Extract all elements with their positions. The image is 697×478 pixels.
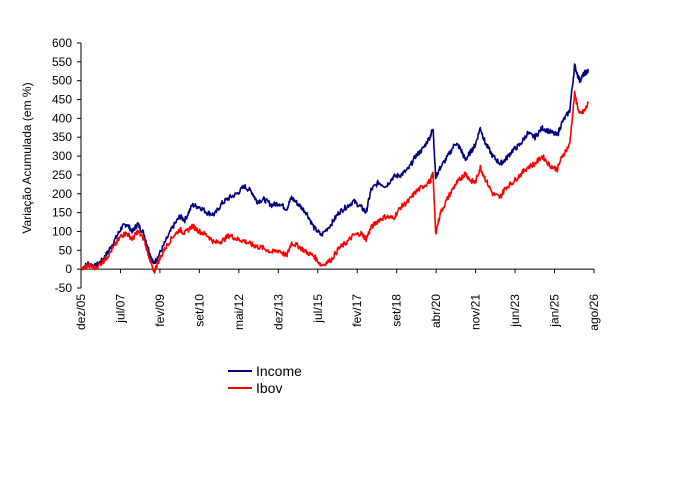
x-tick-label: set/18 — [390, 294, 404, 327]
x-tick-label: mai/12 — [232, 294, 246, 330]
x-tick-label: dez/13 — [271, 294, 285, 330]
legend-label-ibov: Ibov — [256, 380, 282, 396]
x-tick-label: jan/25 — [548, 294, 562, 328]
y-tick-label: 500 — [52, 74, 72, 88]
y-tick-label: 200 — [52, 187, 72, 201]
y-tick-label: 250 — [52, 168, 72, 182]
y-tick-label: 400 — [52, 111, 72, 125]
series-line-ibov — [80, 90, 590, 274]
y-tick-label: 150 — [52, 206, 72, 220]
x-tick-label: abr/20 — [429, 294, 443, 328]
x-tick-label: jun/23 — [508, 294, 522, 328]
y-tick-label: 450 — [52, 93, 72, 107]
x-tick-label: dez/05 — [74, 294, 88, 330]
x-tick-label: nov/21 — [469, 294, 483, 330]
y-tick-label: 100 — [52, 224, 72, 238]
y-tick-label: 350 — [52, 130, 72, 144]
x-tick-label: fev/09 — [153, 294, 167, 327]
legend-label-income: Income — [256, 363, 302, 379]
y-tick-label: 50 — [59, 243, 73, 257]
x-tick-label: ago/26 — [587, 294, 601, 331]
x-axis: dez/05 jul/07 fev/09 set/10 mai/12 dez/13 jul/… — [74, 268, 601, 331]
y-axis-title: Variação Acumulada (em %) — [20, 82, 34, 233]
y-axis: -50 0 50 100 150 200 250 300 350 400 450 500 550 600 — [52, 36, 82, 295]
y-tick-label: -50 — [55, 281, 73, 295]
x-tick-label: jul/07 — [113, 294, 127, 324]
y-tick-label: 300 — [52, 149, 72, 163]
y-tick-label: 550 — [52, 55, 72, 69]
y-tick-label: 0 — [65, 262, 72, 276]
series-line-income — [80, 63, 590, 271]
x-tick-label: set/10 — [192, 294, 206, 327]
x-tick-label: fev/17 — [350, 294, 364, 327]
plot-series — [80, 63, 590, 274]
y-tick-label: 600 — [52, 36, 72, 50]
x-tick-label: jul/15 — [311, 294, 325, 324]
